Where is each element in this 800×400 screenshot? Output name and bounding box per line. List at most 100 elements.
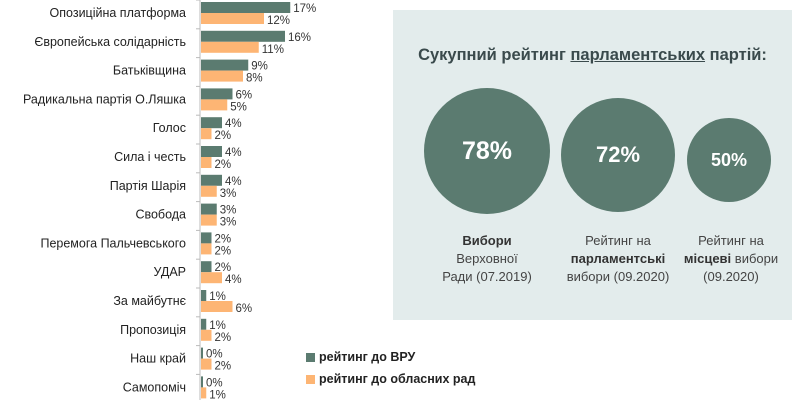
bar-oblast — [201, 358, 212, 370]
title-underlined: парламентських — [570, 46, 706, 64]
value-label: 4% — [225, 176, 242, 188]
circle-parliament-2020: 72% — [561, 98, 675, 212]
caption-bold: місцеві — [683, 251, 732, 266]
category-label: Самопоміч — [123, 380, 186, 394]
bar-vru — [201, 261, 212, 273]
legend-item-oblast: рейтинг до обласних рад — [306, 368, 475, 390]
bar-oblast — [201, 128, 212, 140]
value-label: 8% — [246, 73, 263, 85]
caption-parliament-2020: Рейтинг на парламентські вибори (09.2020… — [553, 232, 683, 286]
bar-oblast — [201, 214, 217, 226]
title-pre: Сукупний рейтинг — [418, 46, 571, 64]
value-label: 1% — [209, 291, 226, 303]
value-label: 11% — [262, 44, 284, 56]
summary-panel: Сукупний рейтинг парламентських партій: … — [393, 10, 792, 320]
bar-oblast — [201, 157, 212, 168]
value-label: 2% — [215, 130, 232, 142]
category-label: Пропозиція — [120, 323, 186, 337]
category-label: Партія Шарія — [110, 179, 186, 193]
caption-rest: вибори — [731, 251, 779, 266]
caption-line: Рейтинг на — [585, 233, 651, 248]
bar-chart: Опозиційна платформа 17%12% Європейська со… — [23, 0, 316, 400]
value-label: 2% — [215, 159, 232, 171]
value-label: 3% — [220, 188, 237, 200]
value-label: 9% — [251, 61, 268, 73]
bar-oblast — [201, 70, 243, 82]
bar-oblast — [201, 99, 228, 111]
value-label: 6% — [236, 303, 253, 315]
bar-vru — [201, 232, 212, 244]
value-label: 6% — [236, 89, 253, 101]
value-label: 4% — [225, 118, 242, 130]
circle-value: 78% — [461, 136, 513, 165]
value-label: 17% — [293, 3, 316, 15]
value-label: 1% — [209, 389, 226, 400]
value-label: 3% — [220, 205, 237, 217]
title-post: партій: — [705, 46, 767, 64]
caption-line: вибори (09.2020) — [566, 269, 670, 284]
value-label: 5% — [230, 101, 247, 113]
bar-oblast — [201, 243, 212, 255]
bar-oblast — [201, 13, 264, 24]
circle-local-2020: 50% — [687, 118, 771, 202]
value-label: 0% — [206, 377, 223, 389]
bar-vru — [201, 146, 222, 157]
value-label: 1% — [209, 320, 226, 332]
caption-bold: Вибори — [462, 233, 512, 248]
value-label: 3% — [220, 217, 237, 229]
caption-line: Рейтинг на — [698, 233, 764, 248]
category-label: Європейська солідарність — [34, 35, 186, 49]
category-label: Сила і честь — [114, 150, 186, 164]
category-label: Наш край — [130, 352, 186, 366]
category-label: За майбутнє — [113, 294, 186, 308]
legend-item-vru: рейтинг до ВРУ — [306, 346, 475, 368]
value-label: 12% — [267, 15, 290, 27]
caption-local-2020: Рейтинг на місцеві вибори (09.2020) — [673, 232, 789, 286]
value-label: 2% — [215, 233, 232, 245]
bar-vru — [201, 117, 222, 129]
legend-label: рейтинг до обласних рад — [319, 372, 476, 386]
legend-label: рейтинг до ВРУ — [319, 350, 416, 364]
bar-vru — [201, 347, 203, 359]
bar-vru — [201, 2, 291, 13]
value-label: 2% — [215, 245, 232, 257]
value-label: 4% — [225, 274, 242, 286]
bar-vru — [201, 30, 285, 42]
value-label: 0% — [206, 349, 223, 361]
caption-line: (09.2020) — [703, 269, 759, 284]
bar-vru — [201, 376, 203, 388]
caption-line: Верховної — [456, 251, 518, 266]
bar-vru — [201, 290, 207, 301]
bar-vru — [201, 88, 233, 100]
caption-vru-2019: Вибори Верховної Ради (07.2019) — [417, 232, 557, 286]
category-label: Перемога Пальчевського — [40, 236, 186, 250]
bar-oblast — [201, 387, 207, 399]
category-label: Радикальна партія О.Ляшка — [23, 92, 186, 106]
bar-oblast — [201, 41, 259, 53]
caption-bold: парламентські — [570, 251, 666, 266]
bar-vru — [201, 174, 222, 186]
legend-swatch-orange — [306, 374, 315, 384]
circle-value: 72% — [595, 142, 641, 167]
legend: рейтинг до ВРУ рейтинг до обласних рад — [306, 346, 475, 390]
bar-vru — [201, 59, 249, 71]
bar-vru — [201, 203, 217, 215]
category-label: Опозиційна платформа — [50, 6, 187, 20]
circle-value: 50% — [710, 149, 748, 170]
panel-title: Сукупний рейтинг парламентських партій: — [393, 46, 792, 65]
circle-vru-2019: 78% — [424, 88, 550, 214]
value-label: 4% — [225, 147, 242, 159]
value-label: 2% — [215, 332, 232, 344]
caption-line: Ради (07.2019) — [442, 269, 532, 284]
bar-oblast — [201, 301, 233, 312]
category-label: Свобода — [135, 208, 186, 222]
bar-oblast — [201, 185, 217, 197]
bar-oblast — [201, 329, 212, 341]
bar-vru — [201, 318, 207, 330]
value-label: 2% — [215, 262, 232, 274]
bar-oblast — [201, 272, 222, 284]
value-label: 2% — [215, 361, 232, 373]
category-label: Голос — [153, 121, 186, 135]
category-label: УДАР — [153, 265, 186, 279]
legend-swatch-green — [306, 352, 315, 362]
